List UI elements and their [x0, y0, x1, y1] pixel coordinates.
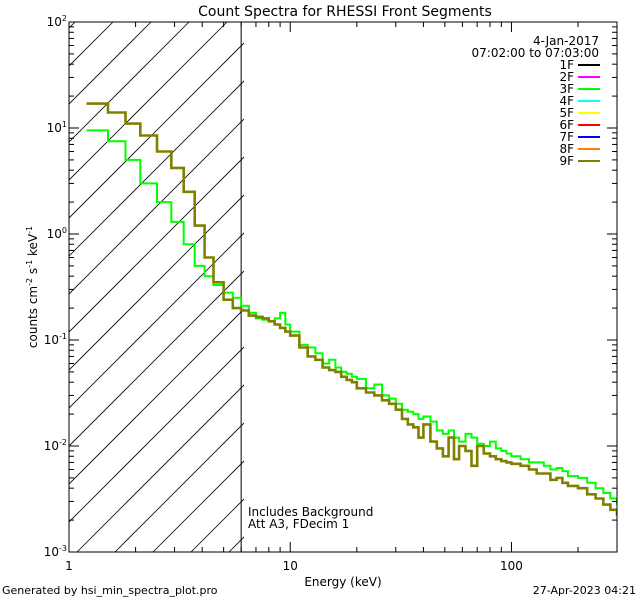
legend-label-8f: 8F [559, 142, 574, 156]
series-9f-line [86, 102, 617, 516]
hatch-line [114, 422, 244, 552]
y-tick-label: 102 [47, 14, 67, 29]
y-tick-label: 100 [47, 226, 67, 241]
y-tick-label: 10-1 [44, 332, 67, 347]
y-axis: 102 101 100 10-1 10-2 10-3 [44, 14, 617, 559]
hatch-line [69, 42, 244, 219]
legend-label-1f: 1F [559, 58, 574, 72]
hatch-line [69, 232, 244, 409]
legend-label-7f: 7F [559, 130, 574, 144]
legend-time-range: 07:02:00 to 07:03:00 [472, 46, 599, 60]
x-tick-label: 100 [500, 559, 523, 573]
hatch-line [69, 194, 244, 371]
x-axis: 1 10 100 [65, 22, 618, 573]
footer-timestamp: 27-Apr-2023 04:21 [533, 584, 636, 597]
legend-label-6f: 6F [559, 118, 574, 132]
x-tick-label: 10 [283, 559, 298, 573]
y-axis-label: counts cm-2 s-1 keV-1 [25, 226, 40, 348]
footer-generator: Generated by hsi_min_spectra_plot.pro [2, 584, 218, 597]
chart-title: Count Spectra for RHESSI Front Segments [198, 4, 492, 20]
hatch-line [76, 384, 244, 552]
hatch-line [69, 22, 190, 143]
legend-date: 4-Jan-2017 [533, 34, 599, 48]
y-tick-label: 10-2 [44, 438, 67, 453]
legend-label-9f: 9F [559, 154, 574, 168]
hatch-line [69, 270, 244, 447]
hatch-line [69, 308, 244, 485]
legend-label-3f: 3F [559, 82, 574, 96]
hatch-line [69, 80, 244, 257]
hatch-line [69, 346, 244, 523]
hatch-line [69, 22, 114, 67]
hatch-line [69, 22, 228, 181]
x-axis-label: Energy (keV) [304, 575, 381, 589]
y-tick-label: 10-3 [44, 544, 67, 559]
legend-label-5f: 5F [559, 106, 574, 120]
legend-label-2f: 2F [559, 70, 574, 84]
hatch-line [69, 118, 244, 295]
series-3f-line [86, 129, 617, 505]
x-tick-label: 1 [65, 559, 73, 573]
y-tick-label: 101 [47, 120, 67, 135]
annotation-attenuator: Att A3, FDecim 1 [248, 517, 349, 531]
legend-label-4f: 4F [559, 94, 574, 108]
annotation-background: Includes Background [248, 505, 373, 519]
plot-frame [68, 21, 618, 553]
hatch-line [69, 156, 244, 333]
